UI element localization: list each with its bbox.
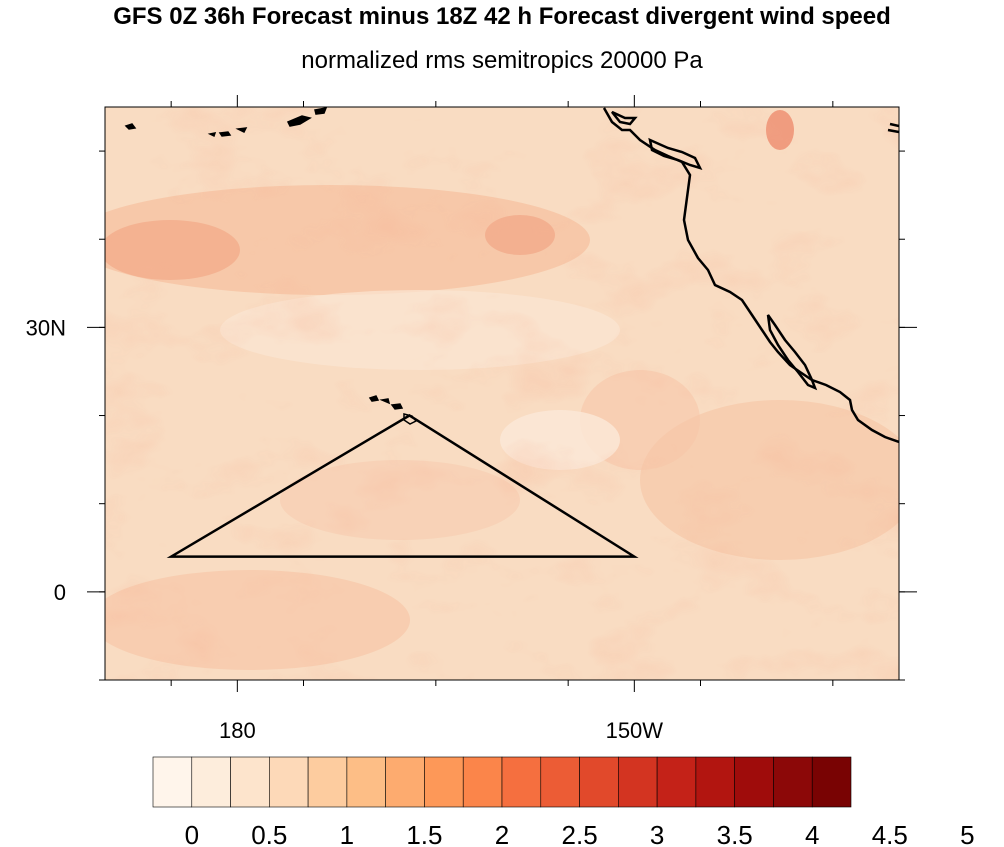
- region-outline-triangle: [166, 414, 639, 558]
- puget: [611, 110, 638, 126]
- colorbar-box: [385, 756, 425, 808]
- colorbar-label: 0: [185, 820, 199, 847]
- canada-coast: [887, 122, 899, 134]
- colorbar-label: 3.5: [717, 820, 753, 847]
- y-tick-label: 30N: [26, 315, 66, 340]
- colorbar-label: 2: [495, 820, 509, 847]
- colorbar-box: [346, 756, 386, 808]
- colorbar-label: 4.5: [872, 820, 908, 847]
- map-field: [105, 107, 899, 680]
- colorbar-label: 3: [650, 820, 664, 847]
- colorbar-box: [773, 756, 813, 808]
- x-tick-label: 180: [219, 718, 256, 743]
- colorbar-box: [269, 756, 309, 808]
- colorbar-box: [424, 756, 464, 808]
- aleutian-island: [124, 123, 137, 130]
- colorbar-label: 0.5: [251, 820, 287, 847]
- colorbar-box: [695, 756, 735, 808]
- coastlines: [602, 107, 899, 444]
- colorbar-box: [811, 756, 852, 808]
- aleutian-island: [207, 132, 217, 138]
- colorbar-box: [307, 756, 348, 808]
- colorbar-label: 5: [960, 820, 974, 847]
- colorbar-box: [230, 756, 270, 808]
- colorbar-label: 4: [805, 820, 819, 847]
- sf-bay: [648, 137, 703, 171]
- x-tick-label: 120W: [1003, 718, 1004, 743]
- colorbar-box: [579, 756, 619, 808]
- colorbar-label: 2.5: [562, 820, 598, 847]
- colorbar-box: [656, 756, 697, 808]
- gulf-of-california: [766, 314, 818, 391]
- colorbar-label: 1: [340, 820, 354, 847]
- colorbar-labels: 0 0.5 1 1.5 2 2.5 3 3.5 4 4.5 5: [185, 820, 975, 847]
- hawaii-island: [390, 403, 404, 410]
- map-frame: [104, 106, 900, 681]
- colorbar-box: [540, 756, 580, 808]
- colorbar-box: [152, 756, 193, 808]
- colorbar-box: [618, 756, 658, 808]
- aleutian-island: [218, 131, 232, 137]
- hawaii-island: [379, 398, 391, 405]
- colorbar-box: [462, 756, 503, 808]
- axis-tick-labels: 180 150W 120W 0 30N: [26, 315, 1004, 743]
- islands: [124, 107, 418, 425]
- map-title: GFS 0Z 36h Forecast minus 18Z 42 h Forec…: [113, 3, 891, 30]
- aleutian-island: [314, 107, 328, 115]
- aleutian-island: [286, 115, 312, 127]
- hawaii-island: [368, 395, 380, 402]
- y-tick-label: 0: [54, 580, 66, 605]
- colorbar: [152, 756, 852, 808]
- colorbar-box: [501, 756, 542, 808]
- colorbar-box: [734, 756, 774, 808]
- axis-ticks: [87, 95, 917, 692]
- aleutian-island: [235, 127, 248, 134]
- x-tick-label: 150W: [606, 718, 664, 743]
- colorbar-label: 1.5: [406, 820, 442, 847]
- colorbar-box: [191, 756, 231, 808]
- map-subtitle: normalized rms semitropics 20000 Pa: [301, 47, 703, 74]
- north-america-coastline: [602, 107, 899, 444]
